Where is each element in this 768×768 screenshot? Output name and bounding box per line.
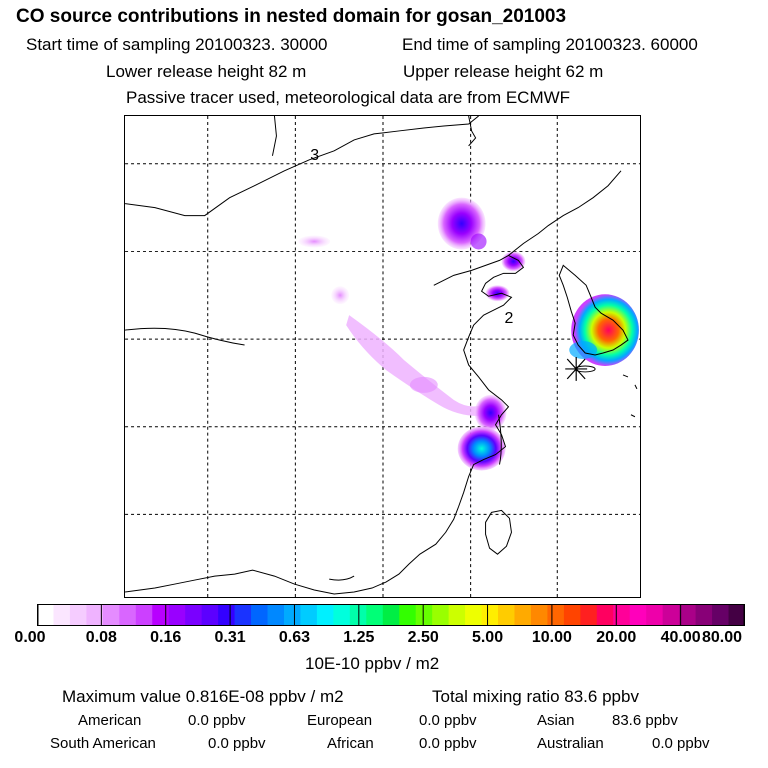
start-time-label: Start time of sampling 20100323. 30000 [26,35,328,54]
colorbar-swatch [201,604,219,626]
colorbar-swatch [596,604,614,626]
asian-label: Asian [537,712,575,729]
american-label: American [78,712,142,729]
colorbar-swatch [629,604,647,626]
colorbar-tick-label: 0.31 [214,629,246,646]
plume-yangtze [457,426,506,471]
colorbar-swatch [712,604,730,626]
south-american-label: South American [50,735,156,752]
upper-release-label: Upper release height 62 m [403,62,604,81]
colorbar-swatch [695,604,713,626]
colorbar-swatch [86,604,104,626]
colorbar-swatch [69,604,87,626]
colorbar-tick-label: 0.00 [14,629,46,646]
colorbar-swatch [646,604,664,626]
chart-title: CO source contributions in nested domain… [16,6,567,27]
colorbar-swatch [53,604,71,626]
colorbar-tick-label: 80.00 [701,629,743,646]
colorbar-swatch [135,604,153,626]
colorbar-swatch [119,604,137,626]
colorbar-swatch [415,604,433,626]
colorbar-tick-label: 0.63 [278,629,311,646]
plume-tianjin [485,285,510,302]
colorbar-swatch [547,604,565,626]
colorbar-swatch [432,604,450,626]
colorbar-swatch [679,604,697,626]
colorbar-swatch [580,604,598,626]
colorbar-swatch [152,604,170,626]
colorbar-swatch [728,604,745,626]
colorbar-swatch [300,604,318,626]
african-label: African [327,735,374,752]
colorbar-swatch [316,604,334,626]
plume-west [298,235,331,248]
end-time-label: End time of sampling 20100323. 60000 [402,35,698,54]
colorbar-tick-label: 20.00 [596,629,637,646]
colorbar-swatch [662,604,680,626]
colorbar-swatch [267,604,285,626]
colorbar-swatch [530,604,548,626]
map-grid [125,116,640,597]
european-label: European [307,712,373,729]
colorbar-swatch [465,604,483,626]
south-american-value: 0.0 ppbv [208,735,266,752]
lower-release-label: Lower release height 82 m [106,62,307,81]
asian-value: 83.6 ppbv [612,712,678,729]
colorbar-swatch [234,604,252,626]
colorbar-swatch [283,604,301,626]
colorbar-tick-label: 0.08 [85,629,117,646]
colorbar-tick-label: 2.50 [407,629,439,646]
colorbar-swatch [481,604,499,626]
tracer-info-label: Passive tracer used, meteorological data… [126,88,571,107]
map-label-3: 3 [310,147,319,164]
plume-layer [298,197,639,471]
colorbar-unit-label: 10E-10 ppbv / m2 [305,654,440,673]
total-mixing-ratio-label: Total mixing ratio 83.6 ppbv [432,687,639,706]
colorbar-swatch [514,604,532,626]
colorbar-border [37,604,745,626]
european-value: 0.0 ppbv [419,712,477,729]
colorbar-swatch [102,604,120,626]
colorbar-swatch [382,604,400,626]
colorbar-tick-label: 0.16 [150,629,182,646]
african-value: 0.0 ppbv [419,735,477,752]
receptor-marker-icon [565,356,588,381]
colorbar-swatch [448,604,466,626]
colorbar-swatch [185,604,203,626]
colorbar-swatch [37,604,54,626]
colorbar-swatch [613,604,631,626]
plume-shandong [474,394,507,431]
concentration-map: 3 2 [124,115,641,598]
colorbar-swatch [333,604,351,626]
colorbar-swatch [498,604,515,626]
australian-label: Australian [537,735,604,752]
plume-northwest [331,286,350,305]
colorbar-swatch [366,604,384,626]
colorbar-swatch [251,604,269,626]
colorbar [37,604,745,626]
plume-band [346,315,492,417]
colorbar-swatch [168,604,186,626]
colorbar-swatch [563,604,581,626]
colorbar-tick-label: 10.00 [531,629,572,646]
coastlines [125,116,638,595]
australian-value: 0.0 ppbv [652,735,710,752]
map-label-2: 2 [504,310,513,327]
colorbar-swatch [218,604,236,626]
colorbar-tick-label: 5.00 [471,629,504,646]
colorbar-tick-label: 1.25 [343,629,375,646]
colorbar-swatch [399,604,417,626]
max-value-label: Maximum value 0.816E-08 ppbv / m2 [62,687,344,706]
american-value: 0.0 ppbv [188,712,246,729]
colorbar-tick-label: 40.00 [660,629,701,646]
